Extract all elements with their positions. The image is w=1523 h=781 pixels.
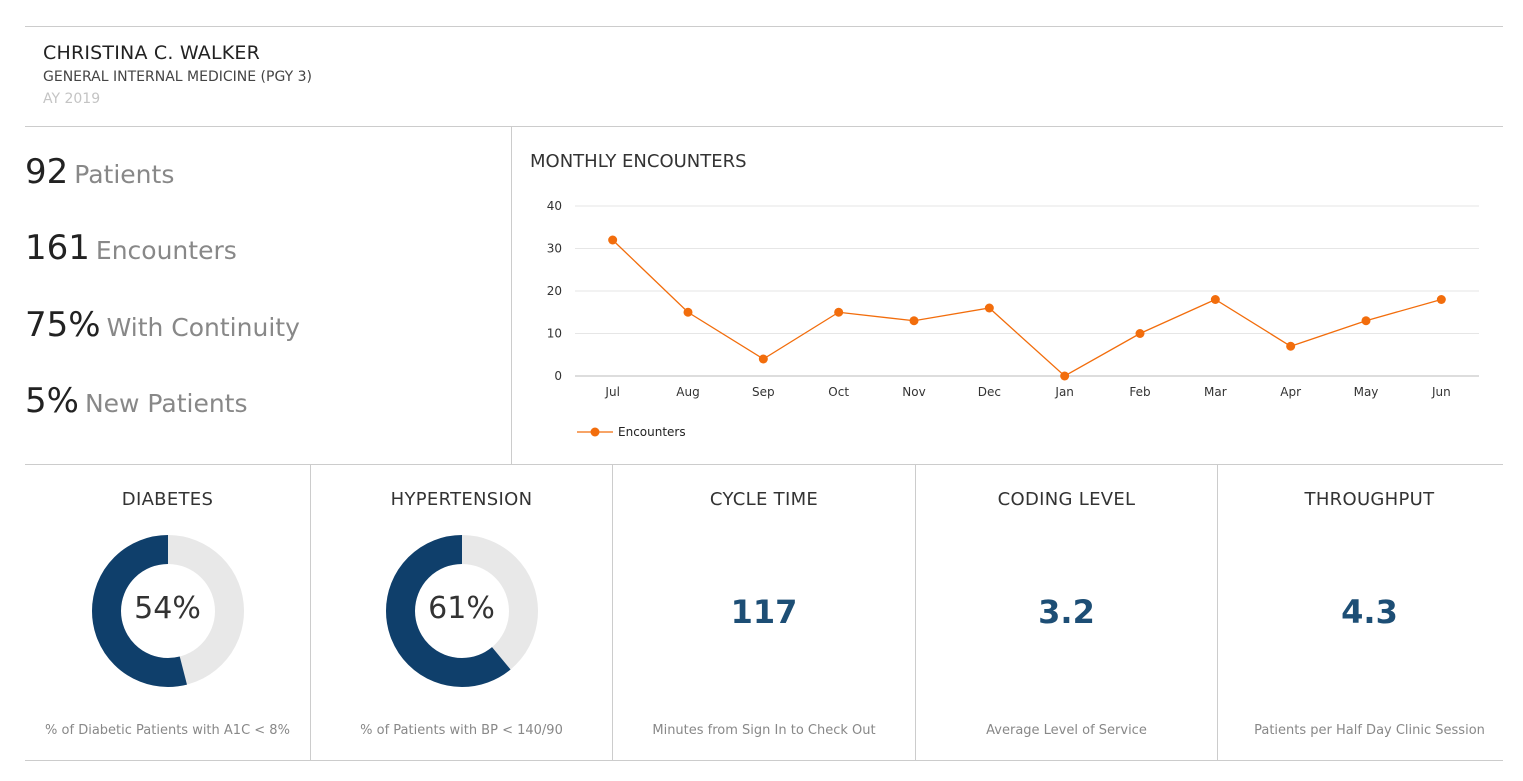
coding-level-panel: CODING LEVEL 3.2 Average Level of Servic…: [916, 465, 1217, 760]
panel-caption: % of Diabetic Patients with A1C < 8%: [45, 723, 290, 738]
x-tick-label: Feb: [1129, 385, 1150, 399]
x-tick-label: Dec: [978, 385, 1001, 399]
x-tick-label: Aug: [676, 385, 699, 399]
stat-value: 161: [25, 228, 90, 268]
x-tick-label: Jun: [1431, 385, 1451, 399]
x-tick-label: Jan: [1054, 385, 1074, 399]
data-point[interactable]: [608, 235, 618, 245]
header-bottom-divider: [25, 126, 1503, 127]
monthly-encounters-chart: 0 10 20 30 40 Jul Aug Sep Oct Nov Dec Jan Feb Mar Apr M…: [547, 199, 1479, 439]
donut-value: 61%: [428, 591, 495, 626]
stat-value: 92: [25, 152, 69, 192]
throughput-panel: THROUGHPUT 4.3 Patients per Half Day Cli…: [1218, 465, 1521, 760]
panel-divider-1: [310, 465, 311, 760]
panel-title: HYPERTENSION: [390, 489, 533, 510]
stats-chart-divider: [511, 127, 512, 464]
panel-title: THROUGHPUT: [1304, 489, 1435, 510]
y-tick-label: 10: [547, 327, 562, 341]
panel-divider-3: [915, 465, 916, 760]
data-point[interactable]: [758, 354, 768, 364]
legend-marker: [590, 427, 600, 437]
data-point[interactable]: [1286, 341, 1296, 351]
stat-value: 5%: [25, 381, 79, 421]
diabetes-panel: DIABETES 54% % of Diabetic Patients with…: [25, 465, 310, 760]
panel-title: CYCLE TIME: [709, 489, 819, 510]
resident-name: CHRISTINA C. WALKER: [43, 42, 261, 64]
panel-divider-4: [1217, 465, 1218, 760]
stat-new-patients: 5% New Patients: [25, 381, 248, 421]
metric-value: 4.3: [1341, 593, 1398, 631]
y-tick-label: 20: [547, 284, 562, 298]
donut-fill: [385, 535, 538, 687]
footer-divider: [25, 760, 1503, 761]
data-point[interactable]: [984, 303, 994, 313]
panel-caption: Minutes from Sign In to Check Out: [652, 723, 876, 738]
stat-label: Patients: [74, 160, 175, 189]
panel-title: DIABETES: [121, 489, 214, 510]
stat-patients: 92 Patients: [25, 152, 174, 192]
panel-divider-2: [612, 465, 613, 760]
data-point[interactable]: [1361, 316, 1371, 326]
hypertension-panel: HYPERTENSION 61% % of Patients with BP <…: [311, 465, 612, 760]
y-tick-label: 0: [554, 369, 562, 383]
stat-value: 75%: [25, 305, 101, 345]
stat-label: New Patients: [84, 389, 248, 418]
program-name: GENERAL INTERNAL MEDICINE (PGY 3): [43, 69, 312, 85]
metric-value: 117: [730, 593, 798, 631]
chart-title: MONTHLY ENCOUNTERS: [530, 151, 747, 172]
donut-fill: [91, 535, 244, 687]
academic-year: AY 2019: [43, 91, 101, 107]
y-tick-label: 30: [547, 242, 562, 256]
x-tick-label: Sep: [752, 385, 775, 399]
x-tick-label: May: [1354, 385, 1379, 399]
panel-caption: Average Level of Service: [986, 723, 1147, 738]
stat-continuity: 75% With Continuity: [25, 305, 300, 345]
cycle-time-panel: CYCLE TIME 117 Minutes from Sign In to C…: [613, 465, 915, 760]
metric-value: 3.2: [1038, 593, 1095, 631]
panel-caption: Patients per Half Day Clinic Session: [1254, 723, 1485, 738]
stat-label: Encounters: [95, 236, 237, 265]
header-top-divider: [25, 26, 1503, 27]
x-tick-label: Mar: [1204, 385, 1227, 399]
stat-encounters: 161 Encounters: [25, 228, 237, 268]
panel-title: CODING LEVEL: [997, 489, 1136, 510]
series-line: [612, 239, 1442, 377]
diabetes-donut: [91, 535, 244, 687]
x-tick-label: Oct: [828, 385, 849, 399]
middle-divider: [25, 464, 1503, 465]
y-tick-label: 40: [547, 199, 562, 213]
stat-label: With Continuity: [106, 313, 300, 342]
data-point[interactable]: [1436, 295, 1446, 304]
data-point[interactable]: [1060, 371, 1070, 381]
x-tick-label: Nov: [902, 385, 925, 399]
data-point[interactable]: [1135, 329, 1145, 338]
data-point[interactable]: [1210, 295, 1220, 304]
donut-value: 54%: [134, 591, 201, 626]
data-point[interactable]: [683, 307, 693, 317]
panel-caption: % of Patients with BP < 140/90: [360, 723, 563, 738]
hypertension-donut: [385, 535, 538, 687]
legend-label[interactable]: Encounters: [618, 425, 686, 439]
x-tick-label: Apr: [1280, 385, 1301, 399]
data-point[interactable]: [909, 316, 919, 326]
data-point[interactable]: [834, 307, 844, 317]
x-tick-label: Jul: [604, 385, 619, 399]
